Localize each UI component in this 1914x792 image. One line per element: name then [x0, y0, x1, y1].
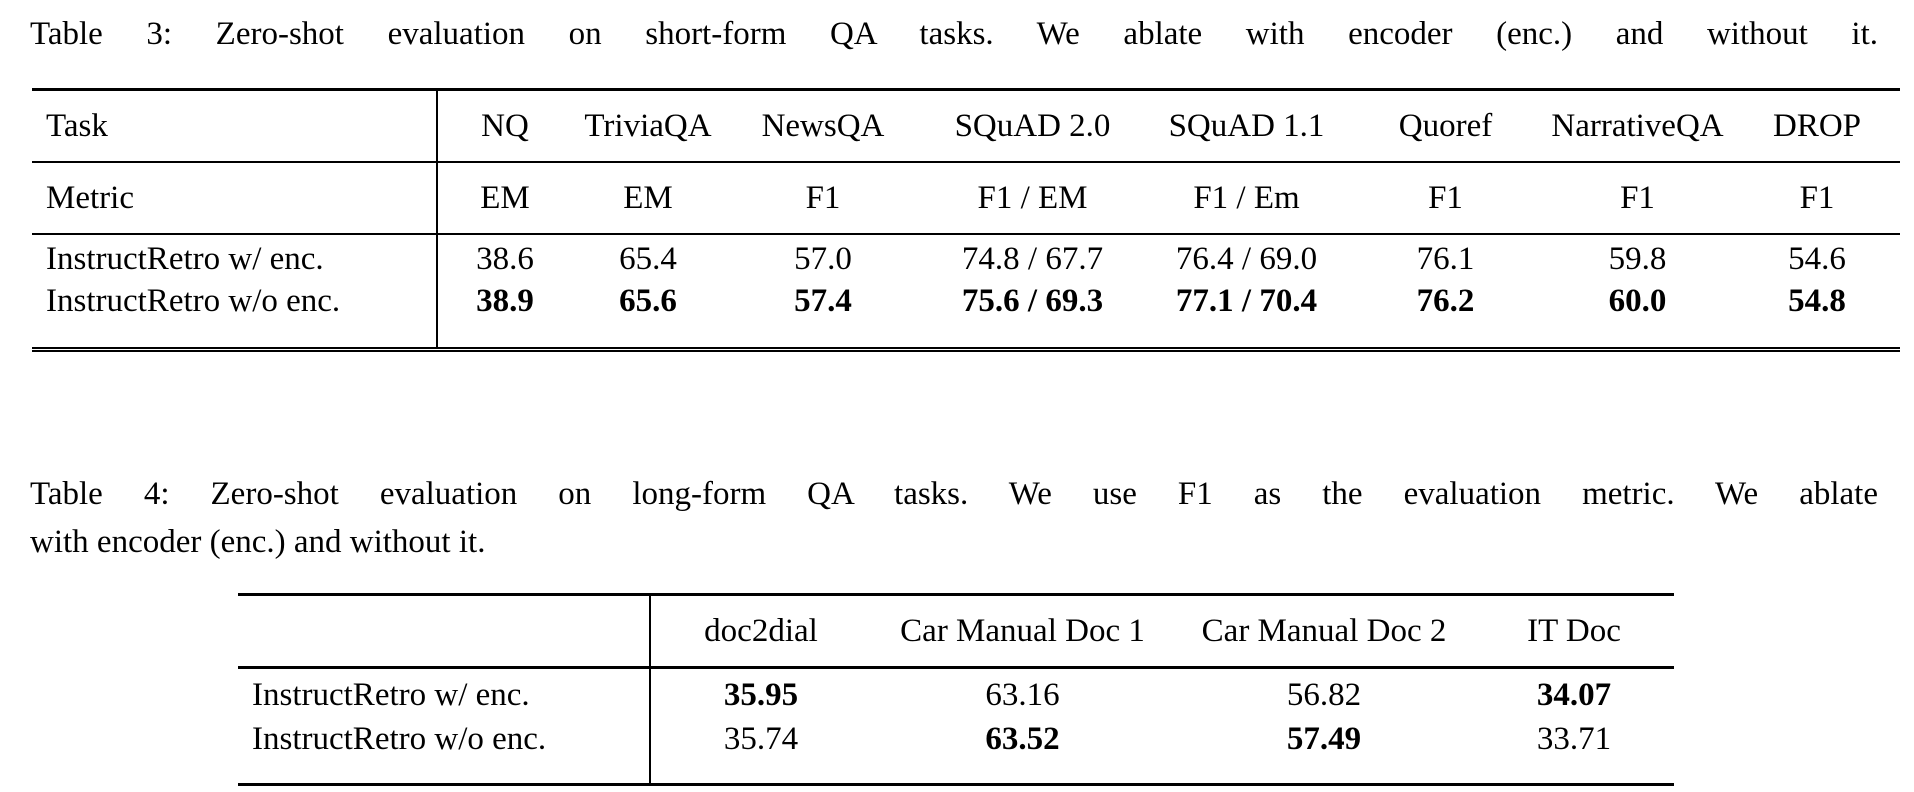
table3-value-cell: 38.9: [436, 283, 572, 350]
table3-value-cell: 54.6: [1788, 240, 1846, 277]
table3-value-cell: 77.1 / 70.4: [1175, 283, 1318, 319]
table3-row-without-encoder: InstructRetro w/o enc. 38.9 65.6 57.4 75…: [32, 283, 1900, 350]
table4-col-header-it-doc: IT Doc: [1474, 594, 1674, 669]
table3-metric-cell: F1: [1734, 162, 1900, 235]
table3-row-label: InstructRetro w/o enc.: [46, 283, 341, 319]
table4-caption-line2: with encoder (enc.) and without it.: [30, 524, 486, 560]
table3-metric-cell: F1: [1350, 162, 1541, 235]
table4-value-cell: 57.49: [1286, 721, 1362, 757]
table4-caption-line1: Table 4: Zero-shot evaluation on long-fo…: [30, 476, 1878, 512]
table3-row-label: InstructRetro w/ enc.: [46, 240, 324, 277]
table3-metric-label: Metric: [32, 162, 437, 235]
table3-col-header-newsqa: NewsQA: [724, 89, 922, 163]
table4-value-cell: 35.95: [649, 667, 871, 721]
table3-caption-text: Table 3: Zero-shot evaluation on short-f…: [30, 16, 1878, 52]
table3-metric-cell: F1: [1541, 162, 1734, 235]
table3-col-header-nq: NQ: [436, 89, 572, 163]
table3-metric-cell: F1: [724, 162, 922, 235]
table3-col-header-squad20: SQuAD 2.0: [922, 89, 1143, 163]
table4-value-cell: 56.82: [1286, 676, 1362, 713]
table3-metric-row: Metric EM EM F1 F1 / EM F1 / Em F1 F1 F1: [32, 162, 1900, 235]
table4: doc2dial Car Manual Doc 1 Car Manual Doc…: [238, 593, 1674, 786]
table3-value-cell: 74.8 / 67.7: [961, 240, 1104, 277]
table3-task-header-row: Task NQ TriviaQA NewsQA SQuAD 2.0 SQuAD …: [32, 89, 1900, 163]
table4-header-row: doc2dial Car Manual Doc 1 Car Manual Doc…: [238, 594, 1674, 669]
table3-value-cell: 59.8: [1608, 240, 1667, 277]
table3-col-header-narrativeqa: NarrativeQA: [1541, 89, 1734, 163]
table4-value-cell: 63.52: [985, 721, 1060, 757]
table3-corner-label: Task: [32, 89, 437, 163]
table3-col-header-quoref: Quoref: [1350, 89, 1541, 163]
table3-col-header-drop: DROP: [1734, 89, 1900, 163]
table4-value-cell: 34.07: [1536, 676, 1612, 713]
table4-value-cell: 63.16: [985, 676, 1060, 713]
table4-value-cell: 33.71: [1536, 721, 1612, 757]
table4-caption: Table 4: Zero-shot evaluation on long-fo…: [30, 470, 1878, 566]
table4-col-header-car-manual-doc-1: Car Manual Doc 1: [871, 594, 1174, 669]
table3-value-cell: 76.1: [1416, 240, 1475, 277]
table3-value-cell: 76.4 / 69.0: [1175, 240, 1318, 277]
table4-row-with-encoder: InstructRetro w/ enc. 35.95 63.16 56.82 …: [238, 667, 1674, 721]
table4-col-header-car-manual-doc-2: Car Manual Doc 2: [1174, 594, 1474, 669]
table3-value-cell: 54.8: [1788, 283, 1846, 319]
table3-value-cell: 76.2: [1416, 283, 1475, 319]
table3-value-cell: 57.0: [794, 240, 852, 277]
table3: Task NQ TriviaQA NewsQA SQuAD 2.0 SQuAD …: [32, 88, 1900, 352]
table3-col-header-squad11: SQuAD 1.1: [1143, 89, 1350, 163]
table3-col-header-triviaqa: TriviaQA: [572, 89, 724, 163]
paper-page: Table 3: Zero-shot evaluation on short-f…: [0, 12, 1914, 792]
table3-caption: Table 3: Zero-shot evaluation on short-f…: [30, 12, 1878, 56]
table3-value-cell: 75.6 / 69.3: [961, 283, 1104, 319]
table4-row-label: InstructRetro w/ enc.: [252, 676, 530, 713]
table3-value-cell: 65.4: [619, 240, 677, 277]
table4-value-cell: 35.74: [649, 721, 871, 785]
table3-value-cell: 38.6: [436, 234, 572, 283]
table4-row-without-encoder: InstructRetro w/o enc. 35.74 63.52 57.49…: [238, 721, 1674, 785]
table3-metric-cell: EM: [436, 162, 572, 235]
table3-value-cell: 57.4: [794, 283, 852, 319]
table3-metric-cell: F1 / Em: [1143, 162, 1350, 235]
table4-corner-cell: [238, 594, 650, 669]
table3-value-cell: 65.6: [619, 283, 677, 319]
table4-row-label: InstructRetro w/o enc.: [252, 721, 547, 757]
table3-row-with-encoder: InstructRetro w/ enc. 38.6 65.4 57.0 74.…: [32, 234, 1900, 283]
table4-col-header-doc2dial: doc2dial: [649, 594, 871, 669]
table3-metric-cell: F1 / EM: [922, 162, 1143, 235]
table3-metric-cell: EM: [572, 162, 724, 235]
table3-value-cell: 60.0: [1608, 283, 1667, 319]
